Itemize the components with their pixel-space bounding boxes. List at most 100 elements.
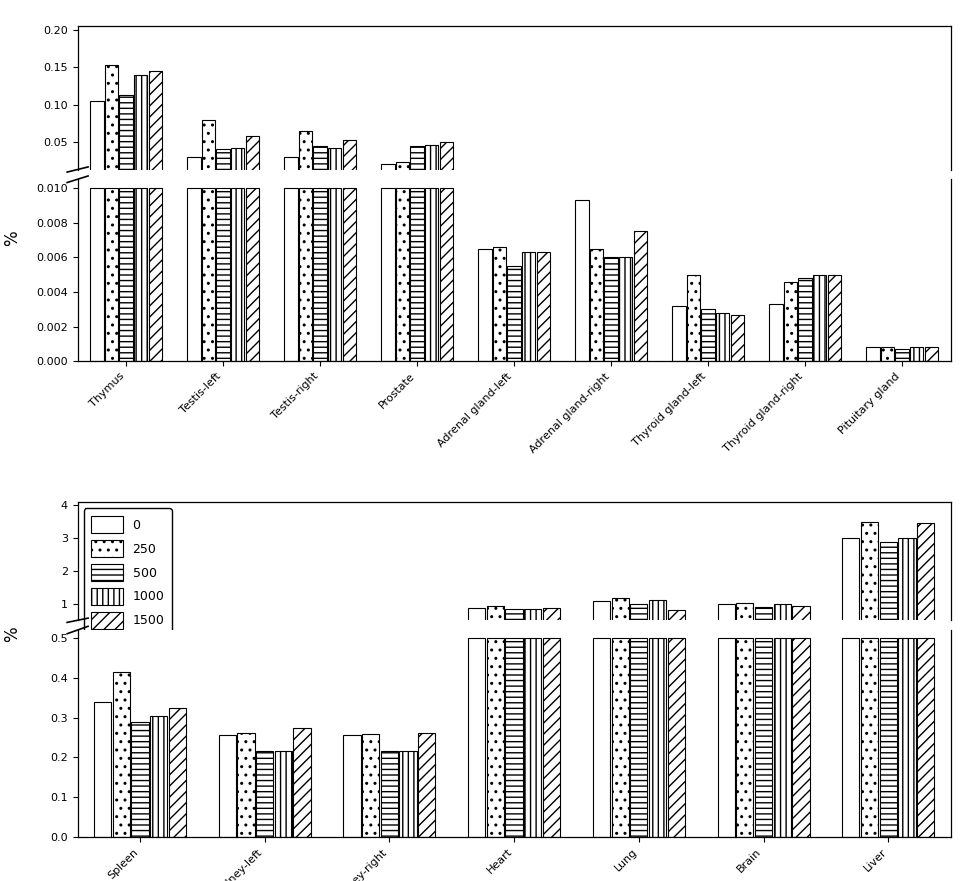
Bar	[880, 347, 893, 361]
Bar	[112, 672, 130, 837]
Bar	[381, 164, 394, 179]
Legend: 0, 250, 500, 1000, 1500: 0, 250, 500, 1000, 1500	[83, 508, 172, 637]
Bar	[717, 604, 734, 638]
Bar	[879, 543, 896, 638]
Bar	[105, 188, 118, 361]
Bar	[592, 638, 610, 837]
Bar	[735, 638, 753, 837]
Bar	[841, 638, 859, 837]
Bar	[773, 638, 790, 837]
Bar	[630, 638, 646, 837]
Bar	[468, 608, 484, 638]
Bar	[148, 188, 162, 361]
Bar	[134, 188, 147, 361]
Bar	[486, 606, 504, 638]
Bar	[604, 257, 617, 361]
Bar	[543, 638, 559, 837]
Bar	[399, 751, 417, 837]
Bar	[245, 188, 259, 361]
Bar	[521, 252, 535, 361]
Bar	[237, 734, 254, 837]
Bar	[768, 304, 782, 361]
Bar	[478, 248, 491, 361]
Bar	[783, 282, 797, 361]
Bar	[792, 638, 809, 837]
Bar	[486, 638, 504, 837]
Bar	[916, 523, 933, 638]
Bar	[543, 609, 559, 638]
Bar	[792, 606, 809, 638]
Bar	[395, 188, 409, 361]
Bar	[610, 598, 628, 638]
Bar	[827, 275, 840, 361]
Bar	[701, 309, 714, 361]
Bar	[909, 347, 922, 361]
Bar	[119, 188, 133, 361]
Bar	[424, 144, 438, 179]
Bar	[505, 638, 522, 837]
Bar	[216, 150, 230, 179]
Bar	[148, 71, 162, 179]
Bar	[439, 142, 453, 179]
Bar	[575, 200, 588, 361]
Bar	[797, 278, 811, 361]
Bar	[202, 120, 215, 179]
Bar	[715, 313, 729, 361]
Bar	[134, 75, 147, 179]
Bar	[361, 734, 379, 837]
Bar	[381, 751, 397, 837]
Bar	[342, 140, 356, 179]
Bar	[274, 751, 292, 837]
Bar	[897, 638, 915, 837]
Bar	[256, 751, 273, 837]
Bar	[589, 248, 603, 361]
Text: %: %	[3, 230, 20, 246]
Bar	[131, 722, 148, 837]
Bar	[150, 715, 167, 837]
Bar	[667, 610, 684, 638]
Bar	[672, 306, 685, 361]
Bar	[328, 188, 341, 361]
Bar	[686, 275, 700, 361]
Bar	[865, 347, 879, 361]
Bar	[536, 252, 549, 361]
Bar	[231, 148, 244, 179]
Text: %: %	[3, 626, 20, 642]
Bar	[735, 603, 753, 638]
Bar	[592, 601, 610, 638]
Bar	[492, 247, 506, 361]
Bar	[923, 347, 937, 361]
Bar	[730, 315, 743, 361]
Bar	[328, 148, 341, 179]
Bar	[754, 638, 771, 837]
Bar	[94, 701, 111, 837]
Bar	[523, 609, 541, 638]
Bar	[773, 604, 790, 638]
Bar	[202, 188, 215, 361]
Bar	[841, 538, 859, 638]
Bar	[284, 157, 297, 179]
Bar	[717, 638, 734, 837]
Bar	[667, 638, 684, 837]
Bar	[216, 188, 230, 361]
Bar	[313, 146, 327, 179]
Bar	[630, 604, 646, 638]
Bar	[105, 65, 118, 179]
Bar	[119, 95, 133, 179]
Bar	[294, 728, 310, 837]
Bar	[754, 607, 771, 638]
Bar	[342, 188, 356, 361]
Bar	[343, 736, 360, 837]
Bar	[897, 538, 915, 638]
Bar	[313, 188, 327, 361]
Bar	[169, 707, 186, 837]
Bar	[245, 136, 259, 179]
Bar	[298, 130, 312, 179]
Bar	[523, 638, 541, 837]
Bar	[648, 638, 666, 837]
Bar	[468, 638, 484, 837]
Bar	[410, 188, 423, 361]
Bar	[418, 734, 435, 837]
Bar	[284, 188, 297, 361]
Bar	[439, 188, 453, 361]
